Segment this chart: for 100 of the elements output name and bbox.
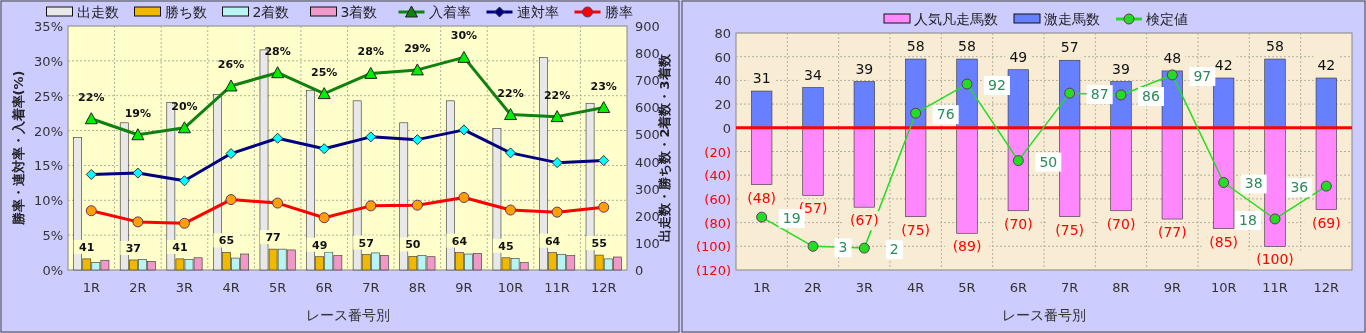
data-label: (100) <box>1256 251 1294 268</box>
bar <box>853 81 875 129</box>
legend-label: 勝率 <box>604 4 633 20</box>
point <box>858 242 870 254</box>
bar <box>1264 127 1286 247</box>
data-label: (70) <box>1003 215 1033 232</box>
y-tick-label: 20% <box>34 123 63 139</box>
data-label: 57 <box>1060 39 1079 56</box>
data-label: 36 <box>1290 179 1309 196</box>
data-label: (75) <box>1055 221 1085 238</box>
point <box>756 211 768 223</box>
legend-label: 勝ち数 <box>164 4 207 20</box>
x-tick-label: 6R <box>315 280 333 295</box>
data-label: 45 <box>498 239 514 253</box>
y-tick-label: 80 <box>714 26 731 41</box>
data-label: 2 <box>889 241 899 258</box>
y-axis-title: 勝率・連対率・入着率(%) <box>11 70 26 227</box>
x-tick-label: 8R <box>1112 280 1130 295</box>
y-tick-label: 5% <box>42 228 63 244</box>
y2-tick-label: 900 <box>635 19 660 34</box>
bar <box>853 127 875 208</box>
data-label: 48 <box>1163 49 1182 66</box>
data-label: 30% <box>450 29 478 43</box>
x-tick-label: 5R <box>958 280 976 295</box>
data-label: 3 <box>838 239 848 256</box>
legend-label: 激走馬数 <box>1044 11 1100 27</box>
data-label: (77) <box>1157 224 1187 241</box>
bar <box>802 87 824 129</box>
data-label: 23% <box>590 79 617 93</box>
data-label: 42 <box>1214 57 1233 74</box>
bar <box>1110 127 1132 212</box>
data-label: 42 <box>1317 57 1336 74</box>
point <box>1115 89 1127 101</box>
y2-tick-label: 500 <box>635 127 660 143</box>
data-label: 49 <box>1009 48 1028 65</box>
x-tick-label: 1R <box>82 280 100 295</box>
data-label: (67) <box>849 212 879 229</box>
y-tick-label: (100) <box>696 239 731 255</box>
x-tick-label: 10R <box>497 280 524 295</box>
bar <box>1059 127 1081 217</box>
data-label: 58 <box>906 38 925 55</box>
data-label: 29% <box>404 41 431 55</box>
x-tick-label: 9R <box>455 280 473 295</box>
point <box>961 78 973 90</box>
x-tick-label: 4R <box>222 280 240 295</box>
data-label: 39 <box>855 60 874 77</box>
point <box>1166 69 1178 81</box>
bar <box>1007 69 1029 129</box>
x-axis-title: レース番号別 <box>305 307 390 323</box>
bar <box>802 127 824 196</box>
x-tick-label: 8R <box>408 280 427 295</box>
bar <box>751 90 773 129</box>
data-label: 65 <box>218 234 235 248</box>
legend-label: 出走数 <box>76 4 119 20</box>
data-label: 76 <box>936 106 955 123</box>
data-label: 64 <box>451 234 468 248</box>
y-tick-label: (60) <box>704 191 731 207</box>
y-tick-label: 20 <box>714 97 731 113</box>
data-label: 55 <box>591 237 607 251</box>
data-label: 41 <box>79 240 95 254</box>
y-tick-label: (20) <box>704 144 731 160</box>
data-label: (48) <box>747 189 777 206</box>
point <box>807 240 819 252</box>
data-label: (70) <box>1106 215 1136 232</box>
data-label: 87 <box>1090 86 1109 103</box>
x-tick-label: 7R <box>1061 280 1079 295</box>
x-tick-label: 1R <box>753 280 771 295</box>
point <box>1012 155 1024 167</box>
bar <box>1213 127 1235 229</box>
data-label: 34 <box>804 66 822 83</box>
data-label: 37 <box>125 241 141 255</box>
data-label: 31 <box>752 70 771 87</box>
data-label: (85) <box>1209 233 1239 250</box>
legend-label: 検定値 <box>1146 11 1188 27</box>
y-tick-label: 25% <box>34 88 63 104</box>
x-tick-label: 5R <box>268 280 287 295</box>
y-tick-label: (40) <box>704 168 731 184</box>
data-label: 20% <box>171 99 198 113</box>
data-label: (69) <box>1311 214 1341 231</box>
data-label: 97 <box>1193 67 1212 84</box>
y-tick-label: 30% <box>34 53 63 69</box>
legend-label: 3着数 <box>340 4 378 20</box>
bar <box>1213 77 1235 129</box>
data-label: 92 <box>988 77 1006 94</box>
bar <box>956 127 978 234</box>
x-tick-label: 11R <box>544 280 570 295</box>
data-label: 19% <box>124 106 152 120</box>
bar <box>1007 127 1029 212</box>
data-label: 25% <box>311 65 338 79</box>
y-tick-label: 10% <box>34 193 63 209</box>
point <box>1269 213 1281 225</box>
legend-label: 連対率 <box>516 4 559 20</box>
y-tick-label: 0% <box>42 263 63 278</box>
data-label: 77 <box>265 231 281 245</box>
x-tick-label: 12R <box>590 280 617 295</box>
x-tick-label: 2R <box>129 280 147 295</box>
y-tick-label: (120) <box>696 263 731 278</box>
x-axis-title: レース番号別 <box>1002 307 1086 323</box>
data-label: 28% <box>357 45 384 59</box>
data-label: 57 <box>358 236 374 250</box>
